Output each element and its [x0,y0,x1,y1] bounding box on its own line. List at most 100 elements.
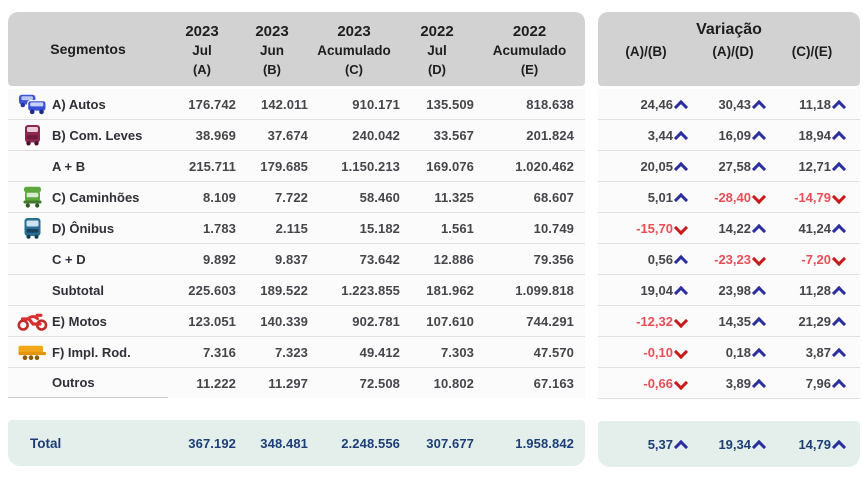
table-row: B) Com. Leves 38.969 37.674 240.042 33.567 20… [8,120,585,151]
variation-cell: 14,35 [694,314,772,329]
variation-value: -15,70 [636,220,673,236]
value-cell: 72.508 [359,375,400,391]
value-cell: 49.412 [359,344,400,360]
up-arrow-icon [675,439,688,450]
variation-value: -12,32 [636,313,673,329]
value-cell: 201.824 [526,127,574,143]
segment-label-cell: E) Motos [8,306,168,336]
column-header-b: 2023 Jun (B) [255,22,289,77]
up-arrow-icon [833,130,846,141]
row-label: D) Ônibus [52,220,115,236]
value-cell: 7.722 [274,189,308,205]
variation-cell: -14,79 [772,190,852,205]
up-arrow-icon [753,130,766,141]
variation-cell: 19,04 [598,283,694,298]
segment-label-cell: C) Caminhões [8,182,168,212]
variation-value: 11,28 [799,282,831,298]
value-cell: 107.610 [426,313,474,329]
up-arrow-icon [753,316,766,327]
up-arrow-icon [675,130,688,141]
variation-cell: -23,23 [694,252,772,267]
up-arrow-icon [833,223,846,234]
value-cell: 1.099.818 [515,282,574,298]
up-arrow-icon [833,378,846,389]
segments-table: Segmentos 2023 Jul (A) 2023 Jun (B) 2023… [8,12,585,466]
value-cell: 15.182 [359,220,400,236]
variation-table-header: Variação (A)/(B) (A)/(D) (C)/(E) [598,12,860,86]
value-cell: 1.150.213 [341,158,400,174]
variation-total-row: 5,37 19,34 14,79 [598,421,860,467]
variation-value: 18,94 [798,127,831,143]
down-arrow-icon [675,378,688,389]
variation-value: -7,20 [801,251,831,267]
table-row: A + B 215.711 179.685 1.150.213 169.076 1.020… [8,151,585,182]
variation-row: 3,44 16,09 18,94 [598,120,860,151]
variation-value: -23,23 [714,251,751,267]
up-arrow-icon [675,285,688,296]
variation-cell: -0,66 [598,376,694,391]
value-cell: 818.638 [526,96,574,112]
segments-column-header: Segmentos [50,41,126,57]
variation-value: 27,58 [718,158,751,174]
segment-label-cell: Outros [8,369,168,398]
total-variation-ce: 14,79 [772,437,852,452]
variation-value: 0,18 [725,344,751,360]
variation-cell: 23,98 [694,283,772,298]
variation-cell: 41,24 [772,221,852,236]
variation-value: 3,87 [805,344,831,360]
value-cell: 240.042 [352,127,400,143]
row-label: Subtotal [52,282,104,298]
value-cell: 58.460 [359,189,400,205]
down-arrow-icon [675,316,688,327]
value-cell: 38.969 [195,127,236,143]
variation-cell: 18,94 [772,128,852,143]
value-cell: 67.163 [533,375,574,391]
variation-cell: 3,89 [694,376,772,391]
up-arrow-icon [833,99,846,110]
value-cell: 68.607 [533,189,574,205]
variation-cell: 0,18 [694,345,772,360]
variation-value: 19,04 [640,282,673,298]
variation-cell: -15,70 [598,221,694,236]
segment-label-cell: A + B [8,151,168,181]
up-arrow-icon [675,161,688,172]
variation-value: 3,44 [647,127,673,143]
variation-cell: -0,10 [598,345,694,360]
variation-row: -12,32 14,35 21,29 [598,306,860,337]
value-cell: 181.962 [426,282,474,298]
down-arrow-icon [753,192,766,203]
total-value-b: 348.481 [260,435,308,451]
variation-row: 24,46 30,43 11,18 [598,89,860,120]
variation-cell: -7,20 [772,252,852,267]
down-arrow-icon [833,254,846,265]
variation-cell: 20,05 [598,159,694,174]
value-cell: 9.892 [202,251,236,267]
value-cell: 33.567 [433,127,474,143]
variation-row: 19,04 23,98 11,28 [598,275,860,306]
total-value-e: 1.958.842 [515,435,574,451]
up-arrow-icon [675,192,688,203]
value-cell: 1.020.462 [515,158,574,174]
variation-col-ab: (A)/(B) [625,44,667,59]
column-header-d: 2022 Jul (D) [420,22,454,77]
variation-value: -14,79 [794,189,831,205]
up-arrow-icon [675,99,688,110]
value-cell: 744.291 [526,313,574,329]
value-cell: 37.674 [267,127,308,143]
value-cell: 9.837 [274,251,308,267]
variation-cell: 3,87 [772,345,852,360]
value-cell: 1.783 [202,220,236,236]
segment-label-cell: Subtotal [8,275,168,305]
row-label: A) Autos [52,96,106,112]
variation-cell: 14,22 [694,221,772,236]
variation-column-headers: (A)/(B) (A)/(D) (C)/(E) [598,44,860,59]
variation-cell: 27,58 [694,159,772,174]
segment-label-cell: B) Com. Leves [8,120,168,150]
table-row: A) Autos 176.742 142.011 910.171 135.509 818.… [8,89,585,120]
row-label: C) Caminhões [52,189,140,205]
variation-value: 3,89 [725,375,751,391]
value-cell: 47.570 [533,344,574,360]
column-header-c: 2023 Acumulado (C) [317,22,391,77]
com-leves-icon [17,124,48,147]
